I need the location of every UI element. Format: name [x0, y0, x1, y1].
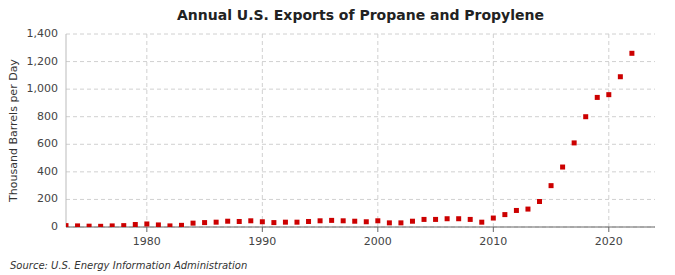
point [283, 220, 288, 225]
axes: 0 200 400 600 800 1,000 1,200 1,400 1980 1990 2000… [27, 27, 656, 248]
point [98, 224, 103, 227]
point [248, 218, 253, 223]
point [479, 220, 484, 225]
x-tick [146, 227, 147, 232]
point [606, 92, 611, 97]
point [456, 216, 461, 221]
title: Annual U.S. Exports of Propane and Propy… [177, 7, 544, 23]
point [156, 222, 161, 227]
y-tick-label: 200 [37, 192, 58, 205]
point [133, 222, 138, 227]
y-grid-line [66, 61, 655, 62]
point [491, 216, 496, 221]
point [167, 223, 172, 227]
point [445, 216, 450, 221]
point [260, 219, 265, 224]
y-tick-label: 1,400 [27, 27, 59, 40]
point [110, 223, 115, 227]
grid [66, 34, 655, 227]
x-tick [377, 227, 378, 232]
y-tick-label: 1,000 [27, 82, 59, 95]
x-tick-label: 2010 [479, 235, 507, 248]
point [618, 74, 623, 79]
y-grid-line [66, 227, 655, 228]
point [583, 114, 588, 119]
point [329, 218, 334, 223]
point [121, 223, 126, 227]
y-axis-line [66, 34, 67, 227]
x-tick-label: 2020 [595, 235, 623, 248]
point [525, 207, 530, 212]
point [191, 221, 196, 226]
chart-container: 0 200 400 600 800 1,000 1,200 1,400 1980 1990 2000… [0, 0, 675, 275]
source-note: Source: U.S. Energy Information Administ… [10, 260, 247, 271]
y-grid-line [66, 199, 655, 200]
point [422, 217, 427, 222]
y-grid-line [66, 171, 655, 172]
point [75, 223, 80, 227]
point [537, 199, 542, 204]
point [66, 223, 69, 227]
x-grid-line [608, 34, 609, 227]
point [387, 220, 392, 225]
point [306, 219, 311, 224]
point [87, 224, 92, 227]
x-grid-line [377, 34, 378, 227]
y-tick-label: 800 [37, 110, 58, 123]
point [629, 51, 634, 56]
point [341, 218, 346, 223]
y-grid-line [66, 89, 655, 90]
point [144, 221, 149, 226]
x-grid-line [146, 34, 147, 227]
x-tick-label: 1980 [133, 235, 161, 248]
y-tick-label: 0 [51, 220, 58, 233]
x-tick-label: 2000 [364, 235, 392, 248]
point [468, 217, 473, 222]
point [572, 140, 577, 145]
point [560, 165, 565, 170]
point [179, 223, 184, 227]
y-grid-line [66, 34, 655, 35]
point [237, 219, 242, 224]
point [214, 220, 219, 225]
points [66, 51, 634, 227]
point [375, 218, 380, 223]
point [410, 219, 415, 224]
x-grid-line [493, 34, 494, 227]
x-axis-line [66, 227, 655, 228]
point [549, 183, 554, 188]
point [225, 219, 230, 224]
point [514, 208, 519, 213]
y-tick-label: 400 [37, 165, 58, 178]
x-tick-label: 1990 [248, 235, 276, 248]
y-grid-line [66, 144, 655, 145]
point [398, 220, 403, 225]
x-tick [608, 227, 609, 232]
point [318, 218, 323, 223]
point [502, 212, 507, 217]
point [294, 220, 299, 225]
point [271, 220, 276, 225]
y-tick-label: 600 [37, 137, 58, 150]
y-axis-label: Thousand Barrels per Day [7, 59, 20, 203]
x-tick [493, 227, 494, 232]
point [202, 220, 207, 225]
point [433, 217, 438, 222]
y-grid-line [66, 116, 655, 117]
x-grid-line [262, 34, 263, 227]
point [595, 95, 600, 100]
point [352, 219, 357, 224]
x-tick [262, 227, 263, 232]
y-tick-label: 1,200 [27, 55, 59, 68]
point [364, 219, 369, 224]
chart: 0 200 400 600 800 1,000 1,200 1,400 1980 1990 2000… [0, 0, 675, 275]
